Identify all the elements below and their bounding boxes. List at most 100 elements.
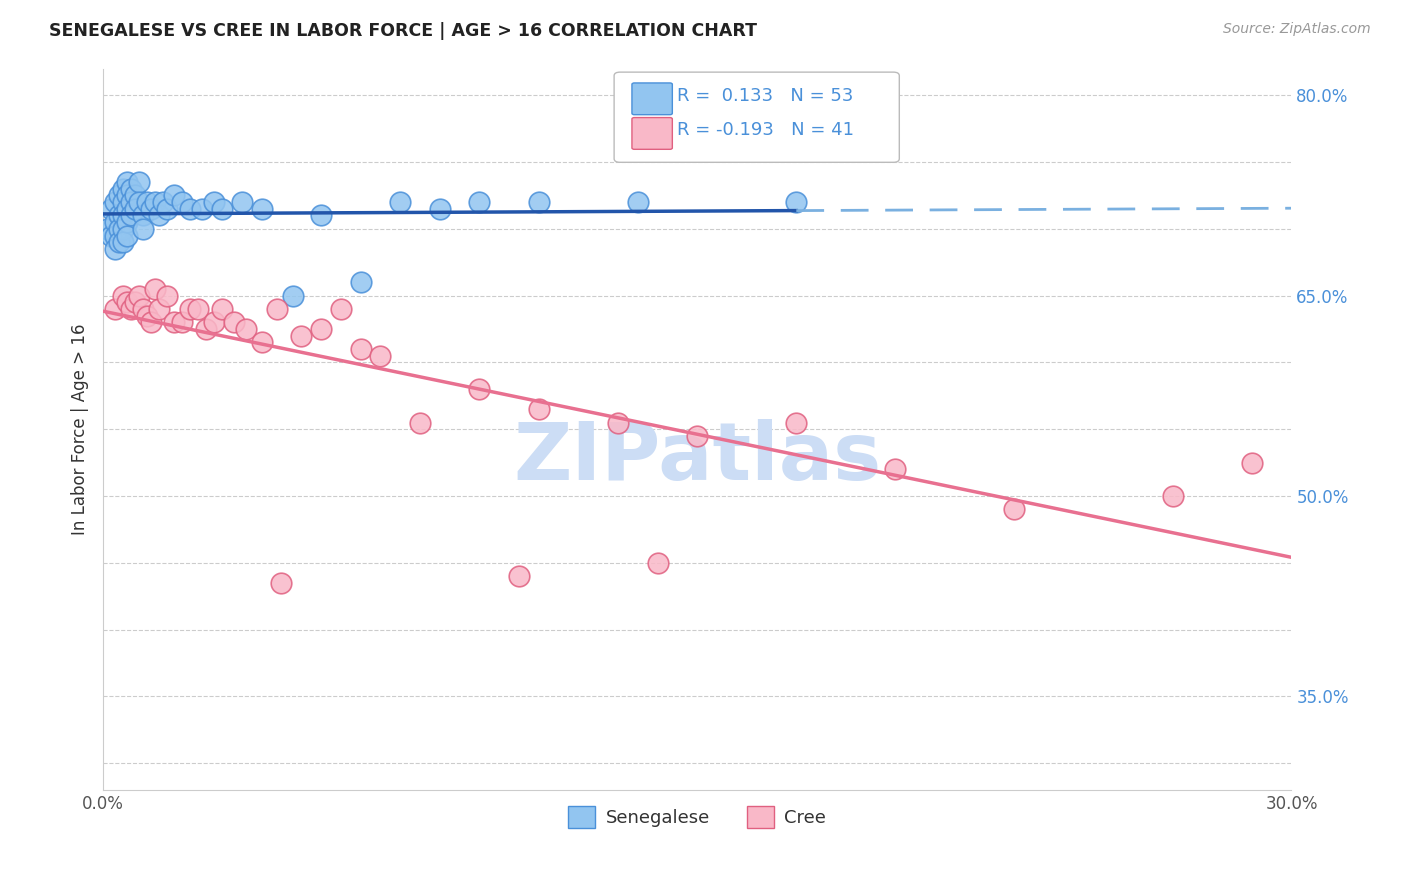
Point	[250, 202, 273, 216]
Point	[222, 315, 245, 329]
Text: R = -0.193   N = 41: R = -0.193 N = 41	[678, 121, 853, 139]
Point	[108, 235, 131, 250]
Text: ZIPatlas: ZIPatlas	[513, 419, 882, 497]
Point	[148, 301, 170, 316]
Point	[124, 188, 146, 202]
Point	[309, 322, 332, 336]
Point	[115, 188, 138, 202]
Point	[132, 209, 155, 223]
Point	[508, 569, 530, 583]
Point	[155, 202, 177, 216]
Point	[128, 175, 150, 189]
Point	[104, 215, 127, 229]
Point	[111, 222, 134, 236]
Point	[607, 416, 630, 430]
Point	[108, 209, 131, 223]
Point	[111, 209, 134, 223]
Point	[1240, 456, 1263, 470]
Point	[124, 295, 146, 310]
Point	[152, 195, 174, 210]
Point	[115, 295, 138, 310]
Point	[370, 349, 392, 363]
Point	[111, 288, 134, 302]
Y-axis label: In Labor Force | Age > 16: In Labor Force | Age > 16	[72, 324, 89, 535]
Point	[231, 195, 253, 210]
Text: SENEGALESE VS CREE IN LABOR FORCE | AGE > 16 CORRELATION CHART: SENEGALESE VS CREE IN LABOR FORCE | AGE …	[49, 22, 758, 40]
Point	[527, 402, 550, 417]
Point	[115, 175, 138, 189]
Point	[179, 202, 201, 216]
Point	[270, 575, 292, 590]
Point	[132, 301, 155, 316]
Point	[290, 328, 312, 343]
Point	[163, 188, 186, 202]
Point	[1161, 489, 1184, 503]
Point	[627, 195, 650, 210]
Point	[155, 288, 177, 302]
Point	[148, 209, 170, 223]
Point	[135, 195, 157, 210]
Point	[104, 242, 127, 256]
Point	[115, 228, 138, 243]
Point	[100, 202, 122, 216]
Point	[124, 202, 146, 216]
Point	[235, 322, 257, 336]
Point	[202, 315, 225, 329]
Point	[211, 301, 233, 316]
Point	[143, 282, 166, 296]
Point	[527, 195, 550, 210]
Point	[104, 195, 127, 210]
Point	[139, 315, 162, 329]
Point	[468, 195, 491, 210]
Point	[884, 462, 907, 476]
Point	[409, 416, 432, 430]
FancyBboxPatch shape	[614, 72, 900, 162]
Point	[96, 222, 118, 236]
Point	[104, 228, 127, 243]
Point	[111, 235, 134, 250]
FancyBboxPatch shape	[631, 118, 672, 149]
Point	[111, 182, 134, 196]
Point	[120, 182, 142, 196]
Point	[309, 209, 332, 223]
Point	[785, 416, 807, 430]
Point	[250, 335, 273, 350]
Point	[172, 195, 194, 210]
Point	[128, 195, 150, 210]
Point	[115, 202, 138, 216]
Point	[111, 195, 134, 210]
Point	[115, 215, 138, 229]
Point	[785, 195, 807, 210]
Point	[100, 228, 122, 243]
Point	[647, 556, 669, 570]
Text: R =  0.133   N = 53: R = 0.133 N = 53	[678, 87, 853, 105]
Point	[202, 195, 225, 210]
FancyBboxPatch shape	[631, 83, 672, 115]
Point	[172, 315, 194, 329]
Point	[104, 301, 127, 316]
Point	[389, 195, 412, 210]
Point	[266, 301, 288, 316]
Point	[108, 222, 131, 236]
Point	[139, 202, 162, 216]
Point	[211, 202, 233, 216]
Legend: Senegalese, Cree: Senegalese, Cree	[561, 798, 834, 835]
Point	[191, 202, 214, 216]
Point	[283, 288, 305, 302]
Point	[120, 195, 142, 210]
Point	[120, 301, 142, 316]
Point	[429, 202, 451, 216]
Point	[187, 301, 209, 316]
Text: Source: ZipAtlas.com: Source: ZipAtlas.com	[1223, 22, 1371, 37]
Point	[120, 209, 142, 223]
Point	[135, 309, 157, 323]
Point	[195, 322, 218, 336]
Point	[349, 342, 371, 356]
Point	[329, 301, 352, 316]
Point	[468, 382, 491, 396]
Point	[163, 315, 186, 329]
Point	[132, 222, 155, 236]
Point	[128, 288, 150, 302]
Point	[1002, 502, 1025, 516]
Point	[143, 195, 166, 210]
